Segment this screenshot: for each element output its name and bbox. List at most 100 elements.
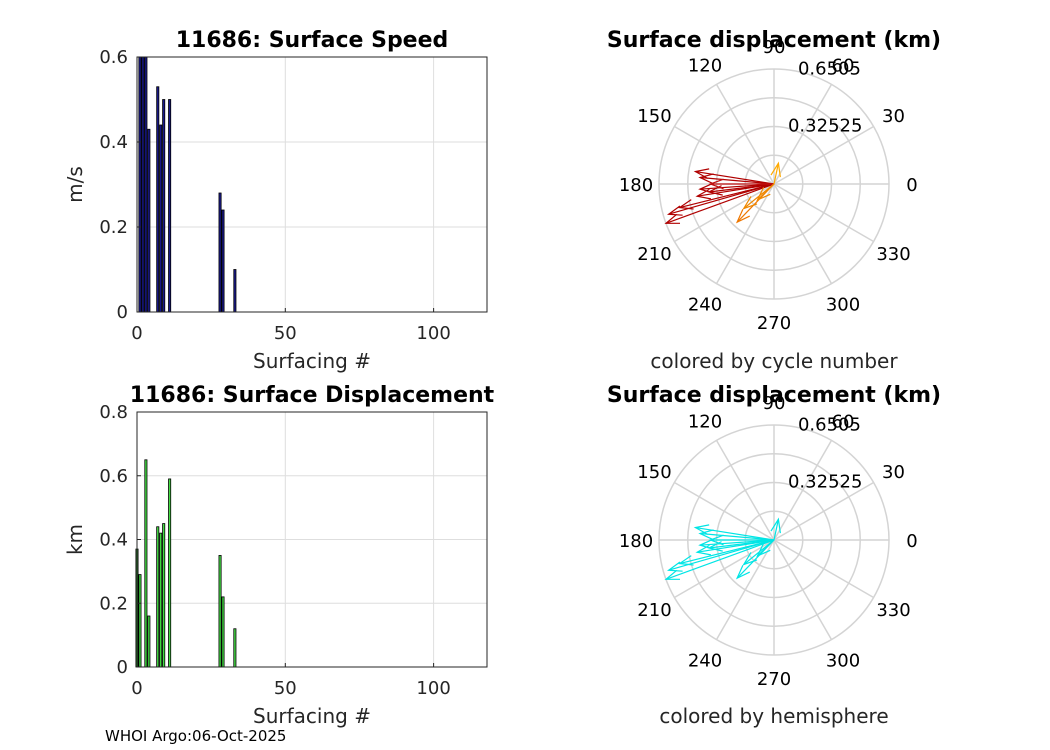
disp-bar — [233, 628, 237, 668]
polar-cycle-chart-title: Surface displacement (km) — [607, 28, 941, 53]
polar-cycle-angle-label: 300 — [826, 295, 860, 316]
polar-cycle-vector-head — [708, 178, 724, 190]
polar-cycle-angle-label: 270 — [757, 313, 791, 334]
polar-hemi-vector-head — [698, 529, 714, 541]
speed-bar — [159, 124, 163, 313]
speed-y-tick-label: 0.4 — [99, 132, 128, 153]
polar-hemi-angle-label: 90 — [763, 393, 786, 414]
polar-hemi-ring — [658, 424, 890, 656]
polar-hemi-caption: colored by hemisphere — [659, 704, 888, 728]
polar-hemi-angle-label: 240 — [688, 651, 722, 672]
disp-y-tick-label: 0.2 — [99, 593, 128, 614]
footer-text: WHOI Argo:06-Oct-2025 — [105, 727, 286, 745]
polar-cycle-vector — [679, 183, 775, 209]
polar-hemi-vector — [668, 539, 775, 571]
polar-cycle-vector-head — [698, 173, 714, 185]
disp-x-tick-label: 50 — [274, 678, 297, 699]
polar-cycle-vector-head — [707, 185, 723, 196]
disp-bar — [221, 596, 225, 668]
speed-x-tick-label: 100 — [416, 323, 450, 344]
speed-plot-area — [137, 57, 487, 312]
disp-x-tick-label: 100 — [416, 678, 450, 699]
polar-hemi-vector-head — [695, 544, 712, 556]
speed-y-tick-label: 0 — [117, 302, 128, 323]
polar-hemi-vector-head — [742, 552, 758, 566]
disp-x-tick-label: 0 — [131, 678, 142, 699]
polar-cycle-vector — [773, 163, 779, 185]
polar-cycle-radius-label: 0.6505 — [798, 59, 861, 80]
polar-cycle-vector-head — [695, 188, 712, 200]
speed-x-tick-label: 0 — [131, 323, 142, 344]
speed-bar — [168, 99, 172, 313]
polar-hemi-angle-label: 300 — [826, 651, 860, 672]
disp-x-axis-label: Surfacing # — [253, 704, 371, 728]
polar-hemi-vector-head — [677, 555, 694, 566]
polar-cycle-vector-head — [756, 187, 771, 202]
disp-bar — [162, 523, 166, 668]
speed-bar — [233, 269, 237, 313]
disp-bar — [159, 532, 163, 668]
polar-hemi-radius-label: 0.32525 — [788, 471, 862, 492]
polar-hemi-vector — [679, 539, 775, 565]
speed-bar — [141, 56, 145, 313]
polar-hemi-vector — [695, 526, 775, 541]
polar-cycle-vector-head — [693, 168, 710, 179]
polar-hemi-vector-head — [708, 534, 724, 546]
speed-bar — [162, 99, 166, 313]
polar-hemi-angle-label: 120 — [688, 411, 722, 432]
polar-cycle-angle-label: 120 — [688, 55, 722, 76]
speed-x-tick-label: 50 — [274, 323, 297, 344]
polar-hemi-vector — [699, 539, 775, 546]
polar-cycle-vector — [699, 176, 775, 185]
polar-hemi-vector — [665, 539, 775, 580]
polar-cycle-vector-head — [735, 209, 751, 224]
disp-bar — [138, 574, 142, 668]
disp-bar — [156, 526, 160, 668]
polar-hemi-angle-label: 210 — [637, 600, 671, 621]
speed-y-tick-label: 0.6 — [99, 47, 128, 68]
polar-cycle-ring — [687, 97, 861, 271]
speed-bar — [144, 56, 148, 313]
polar-hemi-vector — [757, 539, 775, 557]
polar-cycle-angle-label: 0 — [906, 175, 917, 196]
disp-chart-title: 11686: Surface Displacement — [130, 383, 495, 408]
disp-bar — [168, 478, 172, 668]
polar-cycle-angle-label: 90 — [763, 37, 786, 58]
speed-y-axis-label: m/s — [63, 166, 87, 203]
disp-bar — [147, 615, 151, 668]
polar-cycle-angle-label: 60 — [832, 55, 855, 76]
disp-y-tick-label: 0.8 — [99, 402, 128, 423]
polar-cycle-vector — [699, 183, 775, 190]
speed-bar — [218, 192, 222, 313]
polar-cycle-angle-label: 240 — [688, 295, 722, 316]
polar-cycle-vector — [709, 183, 775, 193]
polar-hemi-angle-label: 180 — [619, 531, 653, 552]
speed-bar — [147, 128, 151, 313]
polar-cycle-angle-label: 210 — [637, 244, 671, 265]
polar-cycle-vector-head — [666, 205, 683, 216]
polar-hemi-angle-label: 330 — [876, 600, 910, 621]
polar-hemi-angle-label: 60 — [832, 411, 855, 432]
polar-cycle-ring — [658, 68, 890, 300]
disp-bar — [144, 459, 148, 668]
polar-hemi-vector-head — [664, 569, 681, 580]
polar-cycle-vector-head — [770, 161, 781, 178]
polar-hemi-vector — [773, 519, 779, 541]
disp-y-tick-label: 0.4 — [99, 530, 128, 551]
polar-hemi-angle-label: 0 — [906, 531, 917, 552]
polar-hemi-angle-label: 270 — [757, 669, 791, 690]
speed-bar — [221, 209, 225, 313]
polar-cycle-angle-label: 30 — [882, 106, 905, 127]
speed-x-axis-label: Surfacing # — [253, 349, 371, 373]
polar-cycle-vector — [668, 183, 775, 215]
disp-y-axis-label: km — [63, 524, 87, 555]
polar-cycle-angle-label: 180 — [619, 175, 653, 196]
polar-cycle-vector-head — [742, 196, 758, 210]
polar-cycle-angle-label: 150 — [637, 106, 671, 127]
polar-hemi-ring — [687, 453, 861, 627]
polar-hemi-vector-head — [666, 561, 683, 572]
polar-cycle-vector-head — [664, 213, 681, 224]
speed-y-tick-label: 0.2 — [99, 217, 128, 238]
polar-cycle-caption: colored by cycle number — [650, 349, 898, 373]
